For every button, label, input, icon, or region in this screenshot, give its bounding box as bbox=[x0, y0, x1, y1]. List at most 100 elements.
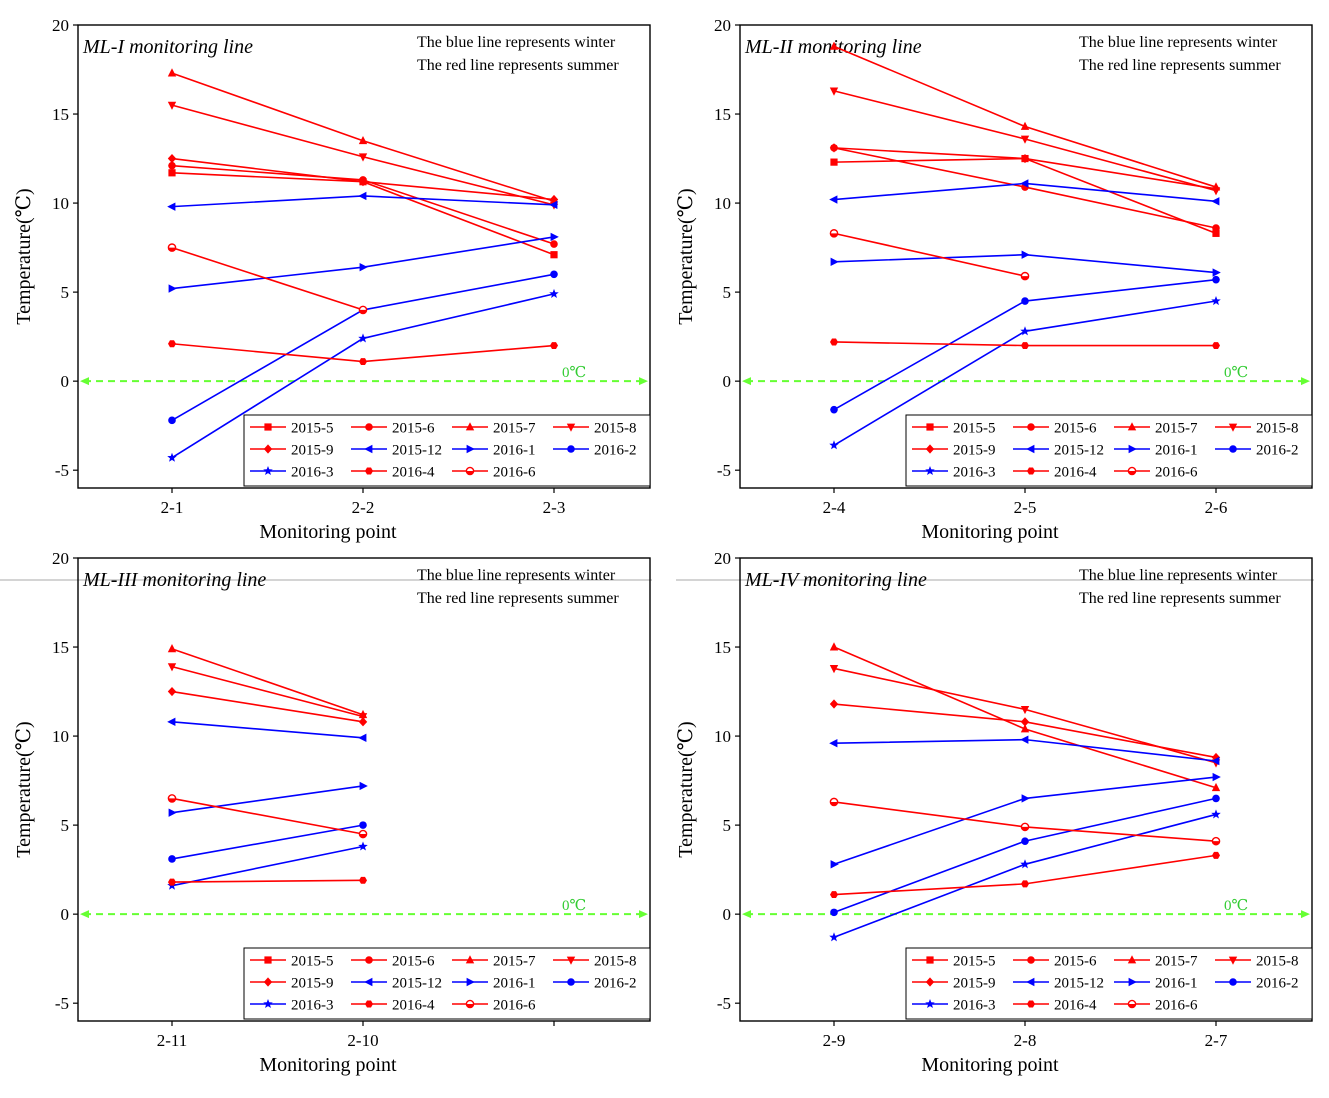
zero-label: 0℃ bbox=[1224, 365, 1248, 381]
legend-item-2016-3: 2016-3 bbox=[250, 998, 334, 1014]
series-line bbox=[833, 813, 1217, 939]
legend-marker bbox=[264, 423, 272, 431]
data-point bbox=[829, 195, 838, 204]
legend-label: 2016-2 bbox=[1256, 976, 1299, 992]
series-line bbox=[833, 232, 1026, 277]
legend-marker bbox=[365, 467, 373, 475]
legend-marker bbox=[1127, 466, 1137, 476]
chart-panel-4: -5 0 5 10 15 20 2-9 2-8 2-7 Monitoring point Tempe… bbox=[675, 549, 1313, 1076]
legend-item-2015-8: 2015-8 bbox=[553, 421, 637, 437]
data-point bbox=[359, 821, 367, 829]
legend: 2015-5 2015-6 2015-7 2015-8 2015-9 2015-12 201… bbox=[905, 414, 1313, 487]
data-point bbox=[1212, 224, 1220, 232]
data-point bbox=[167, 68, 177, 77]
zero-line-arrow-right bbox=[1301, 377, 1310, 386]
series-line bbox=[171, 246, 364, 311]
x-tick-label: 2-5 bbox=[1014, 498, 1037, 517]
legend-item-2016-6: 2016-6 bbox=[452, 465, 536, 481]
legend-marker bbox=[1127, 999, 1137, 1009]
series-line bbox=[833, 801, 1217, 842]
zero-label: 0℃ bbox=[562, 365, 586, 381]
data-point bbox=[1020, 724, 1030, 733]
panel-title: ML-I monitoring line bbox=[82, 36, 253, 58]
data-point bbox=[358, 717, 368, 727]
zero-line-arrow-right bbox=[639, 910, 648, 919]
x-axis-title: Monitoring point bbox=[921, 1054, 1059, 1076]
data-point bbox=[1020, 179, 1029, 188]
data-point bbox=[829, 41, 839, 50]
data-point bbox=[168, 284, 177, 293]
data-point bbox=[550, 270, 558, 279]
legend: 2015-5 2015-6 2015-7 2015-8 2015-9 2015-12 201… bbox=[243, 414, 651, 487]
x-tick-label: 2-4 bbox=[823, 498, 846, 517]
legend-item-2016-6: 2016-6 bbox=[452, 998, 536, 1014]
legend-item-2016-1: 2016-1 bbox=[452, 443, 536, 459]
plot-frame bbox=[77, 24, 651, 489]
series-line bbox=[171, 721, 364, 739]
series-2015-9 bbox=[167, 686, 368, 727]
legend-label: 2015-6 bbox=[1054, 421, 1097, 437]
legend-label: 2015-9 bbox=[953, 976, 996, 992]
series-line bbox=[833, 738, 1217, 762]
legend-label: 2015-7 bbox=[493, 421, 536, 437]
legend-marker bbox=[925, 466, 935, 476]
series-2015-7 bbox=[829, 642, 1221, 792]
y-tick-label: 5 bbox=[61, 283, 70, 302]
x-tick-label: 2-11 bbox=[157, 1031, 188, 1050]
series-line bbox=[171, 690, 364, 723]
legend-marker bbox=[263, 466, 273, 476]
note-winter: The blue line represents winter bbox=[1079, 567, 1278, 584]
zero-line-arrow-left bbox=[80, 377, 89, 386]
data-point bbox=[830, 860, 839, 869]
legend-marker bbox=[1027, 423, 1035, 431]
series-2016-1 bbox=[168, 781, 368, 817]
legend-item-2015-8: 2015-8 bbox=[1215, 421, 1299, 437]
series-line bbox=[833, 797, 1217, 914]
legend-item-2016-4: 2016-4 bbox=[1013, 998, 1097, 1014]
y-tick-label: 10 bbox=[714, 727, 731, 746]
data-point bbox=[1212, 851, 1220, 859]
series-2015-12 bbox=[829, 179, 1220, 206]
legend-marker bbox=[264, 956, 272, 964]
data-point bbox=[1021, 250, 1030, 259]
data-point bbox=[550, 240, 558, 248]
legend-label: 2016-4 bbox=[1054, 465, 1097, 481]
data-point bbox=[168, 340, 176, 348]
data-point bbox=[829, 440, 839, 450]
data-point bbox=[1212, 275, 1220, 284]
data-point bbox=[358, 333, 368, 343]
legend-label: 2015-8 bbox=[594, 954, 637, 970]
legend-marker bbox=[1026, 977, 1035, 987]
legend-item-2016-1: 2016-1 bbox=[452, 976, 536, 992]
data-point bbox=[550, 342, 558, 350]
x-tick-label: 2-7 bbox=[1205, 1031, 1228, 1050]
legend-item-2016-2: 2016-2 bbox=[1215, 443, 1299, 459]
legend-label: 2015-12 bbox=[1054, 976, 1104, 992]
legend-label: 2015-8 bbox=[1256, 421, 1299, 437]
legend-marker bbox=[465, 955, 475, 964]
legend-marker bbox=[1027, 1000, 1035, 1008]
legend-label: 2015-9 bbox=[291, 976, 334, 992]
legend-label: 2016-2 bbox=[594, 443, 637, 459]
y-tick-label: 15 bbox=[52, 105, 69, 124]
data-point bbox=[359, 781, 368, 791]
legend-marker bbox=[263, 977, 273, 987]
data-point bbox=[1211, 756, 1220, 766]
legend-item-2015-7: 2015-7 bbox=[452, 421, 536, 437]
legend-label: 2016-4 bbox=[392, 998, 435, 1014]
data-point bbox=[549, 200, 558, 210]
y-tick-label: 20 bbox=[52, 16, 69, 35]
data-point bbox=[359, 358, 367, 366]
data-point bbox=[830, 158, 838, 166]
legend-label: 2016-1 bbox=[493, 443, 536, 459]
legend-item-2015-9: 2015-9 bbox=[250, 976, 334, 992]
series-2016-2 bbox=[168, 821, 367, 863]
series-line bbox=[171, 648, 364, 716]
legend-marker bbox=[1127, 422, 1137, 431]
series-2016-4 bbox=[168, 340, 558, 366]
legend-label: 2015-5 bbox=[953, 421, 996, 437]
series-line bbox=[833, 776, 1217, 866]
marker-half-fill bbox=[1021, 276, 1029, 280]
data-point bbox=[1020, 135, 1030, 144]
y-tick-label: -5 bbox=[55, 461, 69, 480]
